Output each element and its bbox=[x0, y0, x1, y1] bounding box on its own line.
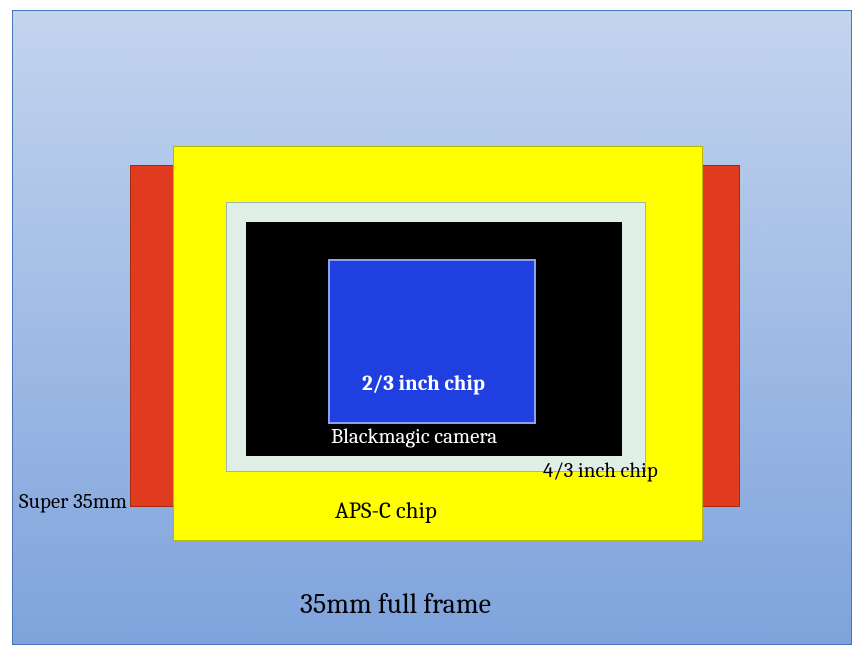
sensor-two-third bbox=[328, 259, 536, 424]
label-apsc: APS-C chip bbox=[335, 497, 437, 524]
label-blackmagic: Blackmagic camera bbox=[331, 425, 497, 449]
label-full-frame: 35mm full frame bbox=[300, 588, 491, 620]
label-four-thirds: 4/3 inch chip bbox=[543, 459, 658, 483]
label-two-third: 2/3 inch chip bbox=[362, 372, 485, 396]
sensor-size-diagram: 35mm full frame Super 35mm APS-C chip 4/3 i… bbox=[0, 0, 866, 655]
label-super35: Super 35mm bbox=[19, 490, 127, 514]
